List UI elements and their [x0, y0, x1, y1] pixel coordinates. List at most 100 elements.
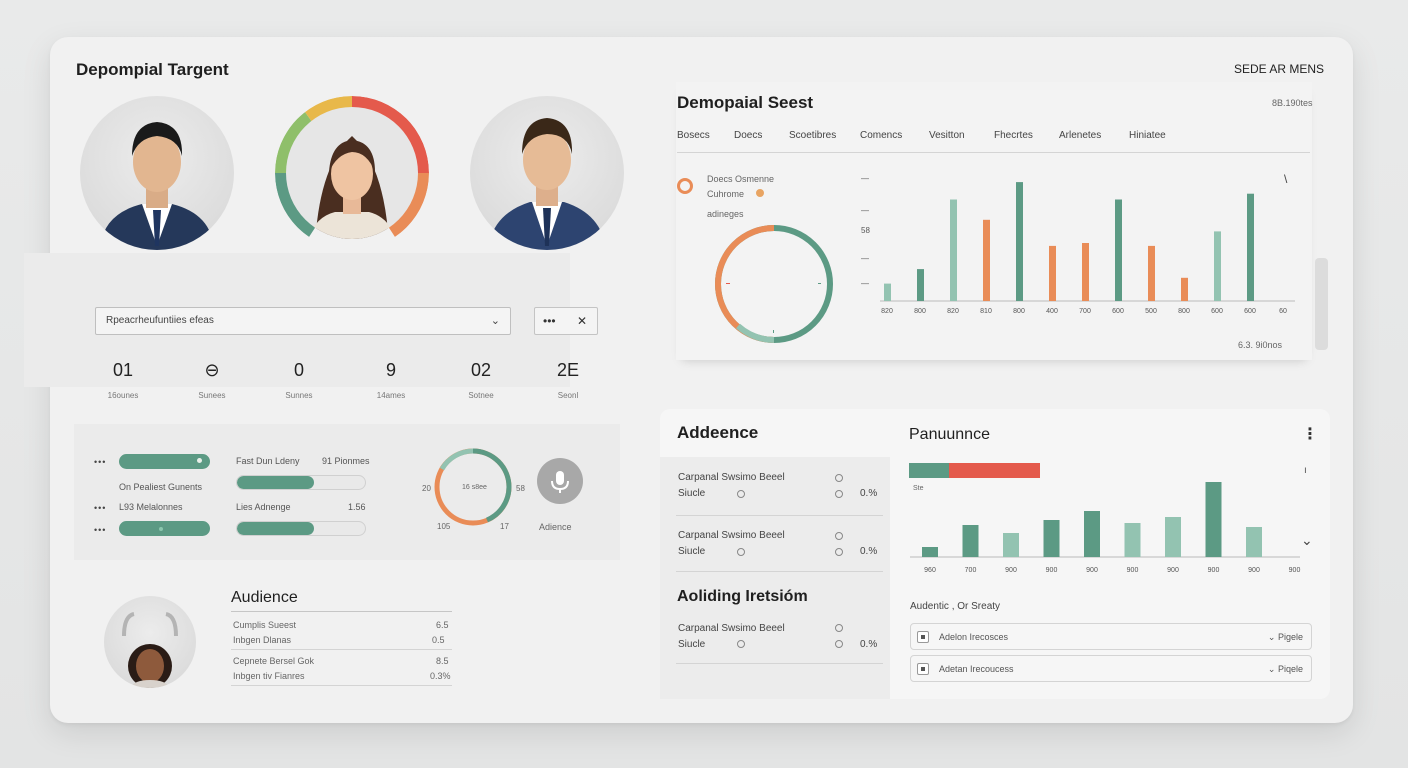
progress-handle[interactable] — [159, 527, 163, 531]
chart-panel — [676, 82, 1312, 360]
progress-fill — [237, 522, 314, 535]
bar — [950, 199, 957, 301]
axis-tick-mark: ı — [1304, 465, 1307, 476]
more-vertical-icon[interactable]: ⋮ — [1302, 426, 1318, 443]
filter-select[interactable]: Rpeacrheufuntiies efeas ⌄ — [95, 307, 511, 335]
x-tick-label: 820 — [947, 308, 959, 315]
y-tick-label: — — [861, 254, 869, 263]
radio-button[interactable] — [835, 532, 843, 540]
progress-handle[interactable] — [197, 458, 202, 463]
ring-inner-label: 16 s8ee — [462, 484, 487, 491]
bar — [1043, 520, 1060, 557]
chevron-down-icon[interactable]: ⌄ — [1301, 532, 1313, 548]
x-tick-label: 60 — [1279, 308, 1287, 315]
tab-4[interactable]: Comencs — [860, 130, 903, 141]
y-tick-label: — — [861, 279, 869, 288]
checkbox-icon[interactable] — [917, 631, 929, 643]
performance-title: Panuunnce — [909, 426, 990, 443]
radio-button[interactable] — [835, 624, 843, 632]
donut-chart — [715, 225, 833, 343]
progress-fill — [237, 476, 314, 489]
list-item-label: Adelon Irecosces — [939, 632, 1009, 642]
radio-button[interactable] — [737, 490, 745, 498]
tab-8[interactable]: Hiniatee — [1129, 130, 1166, 141]
tab-7[interactable]: Arlenetes — [1059, 130, 1102, 141]
stat-2: ⊖ Sunees — [177, 360, 247, 400]
radio-button[interactable] — [835, 640, 843, 648]
list-item-right-label: Piqele — [1277, 664, 1303, 674]
radio-button[interactable] — [737, 640, 745, 648]
row-menu-dots[interactable]: ••• — [94, 457, 107, 467]
bar — [1205, 482, 1222, 557]
legend-ring-icon — [677, 178, 693, 194]
radio-button[interactable] — [835, 490, 843, 498]
progress-bar-3 — [119, 521, 210, 536]
stat-value: ⊖ — [204, 360, 220, 380]
stat-3: 0 Sunnes — [264, 360, 334, 400]
x-tick-label: 820 — [881, 308, 893, 315]
bar — [1214, 231, 1221, 301]
tab-1[interactable]: Bosecs — [677, 130, 710, 141]
divider — [676, 515, 883, 516]
audience-option-label: Carpanal Swsimo Beeel — [678, 472, 785, 483]
audience-option-sub: Siucle — [678, 546, 706, 557]
scrollbar[interactable] — [1315, 258, 1328, 350]
stat-label: Sotnee — [468, 391, 494, 400]
list-item[interactable]: Adetan Irecoucess ⌄ Piqele — [910, 655, 1312, 682]
stat-label: 14ames — [376, 391, 406, 400]
y-tick-label: — — [861, 206, 869, 215]
tab-2[interactable]: Doecs — [734, 130, 763, 141]
audience-avatar[interactable] — [104, 596, 196, 688]
stat-1: 01 16ounes — [88, 360, 158, 400]
audience-list-title: Addeence — [677, 423, 759, 442]
audience-option-sub: Siucle — [678, 488, 706, 499]
x-tick-label: 900 — [1208, 567, 1220, 574]
list-item-right: ⌄ Piqele — [1267, 664, 1303, 674]
audience-row-v2: 0.3% — [430, 671, 451, 681]
divider — [231, 611, 452, 612]
bar — [1084, 511, 1100, 557]
x-tick-label: 810 — [980, 308, 992, 315]
chevron-down-icon: ⌄ — [490, 315, 500, 327]
divider — [676, 663, 883, 664]
microphone-icon[interactable] — [537, 458, 583, 504]
x-tick-label: 900 — [1046, 567, 1058, 574]
tab-5[interactable]: Vesitton — [929, 130, 965, 141]
top-menu-link[interactable]: SEDE AR MENS — [1234, 62, 1325, 76]
avatar-man-right[interactable] — [470, 96, 624, 250]
audience-title: Audience — [231, 589, 298, 606]
x-tick-label: 900 — [1289, 567, 1301, 574]
close-button[interactable]: ✕ — [577, 314, 588, 328]
x-tick-label: 800 — [914, 308, 926, 315]
top-bar-label: Ste — [913, 485, 924, 492]
progress-label-4: Lies Adnenge — [236, 502, 291, 512]
legend-dot-icon — [756, 189, 764, 197]
audience-row-v1: 6.5 — [436, 620, 449, 630]
audience-option-value: 0.% — [860, 546, 878, 557]
radio-button[interactable] — [835, 548, 843, 556]
audience-row-v2: 0.5 — [432, 635, 445, 645]
list-item[interactable]: Adelon Irecosces ⌄ Pigele — [910, 623, 1312, 650]
bar — [1247, 193, 1254, 301]
checkbox-icon[interactable] — [917, 663, 929, 675]
bar-chart-top: — — 58 — — 820 800 820 810 800 400 700 600 500 800 600 6… — [861, 174, 1295, 315]
row-menu-dots[interactable]: ••• — [94, 525, 107, 535]
row-menu-dots[interactable]: ••• — [94, 503, 107, 513]
list-item-right: ⌄ Pigele — [1267, 632, 1303, 642]
stat-value: 9 — [385, 360, 396, 380]
ring-bottom-left-label: 105 — [437, 522, 451, 531]
radio-button[interactable] — [835, 474, 843, 482]
bar — [1115, 199, 1122, 301]
avatar-woman-ring[interactable] — [275, 96, 429, 250]
x-tick-label: 900 — [1167, 567, 1179, 574]
more-options-button[interactable]: ••• — [543, 314, 556, 328]
small-ring-chart — [434, 448, 512, 526]
x-tick-label: 900 — [1248, 567, 1260, 574]
tab-6[interactable]: Fhecrtes — [994, 130, 1033, 141]
tab-3[interactable]: Scoetibres — [789, 130, 837, 141]
radio-button[interactable] — [737, 548, 745, 556]
bar — [1082, 243, 1089, 301]
stat-value: 2E — [556, 360, 580, 380]
avatar-man-left[interactable] — [80, 96, 234, 250]
stat-label: Sunees — [198, 391, 226, 400]
